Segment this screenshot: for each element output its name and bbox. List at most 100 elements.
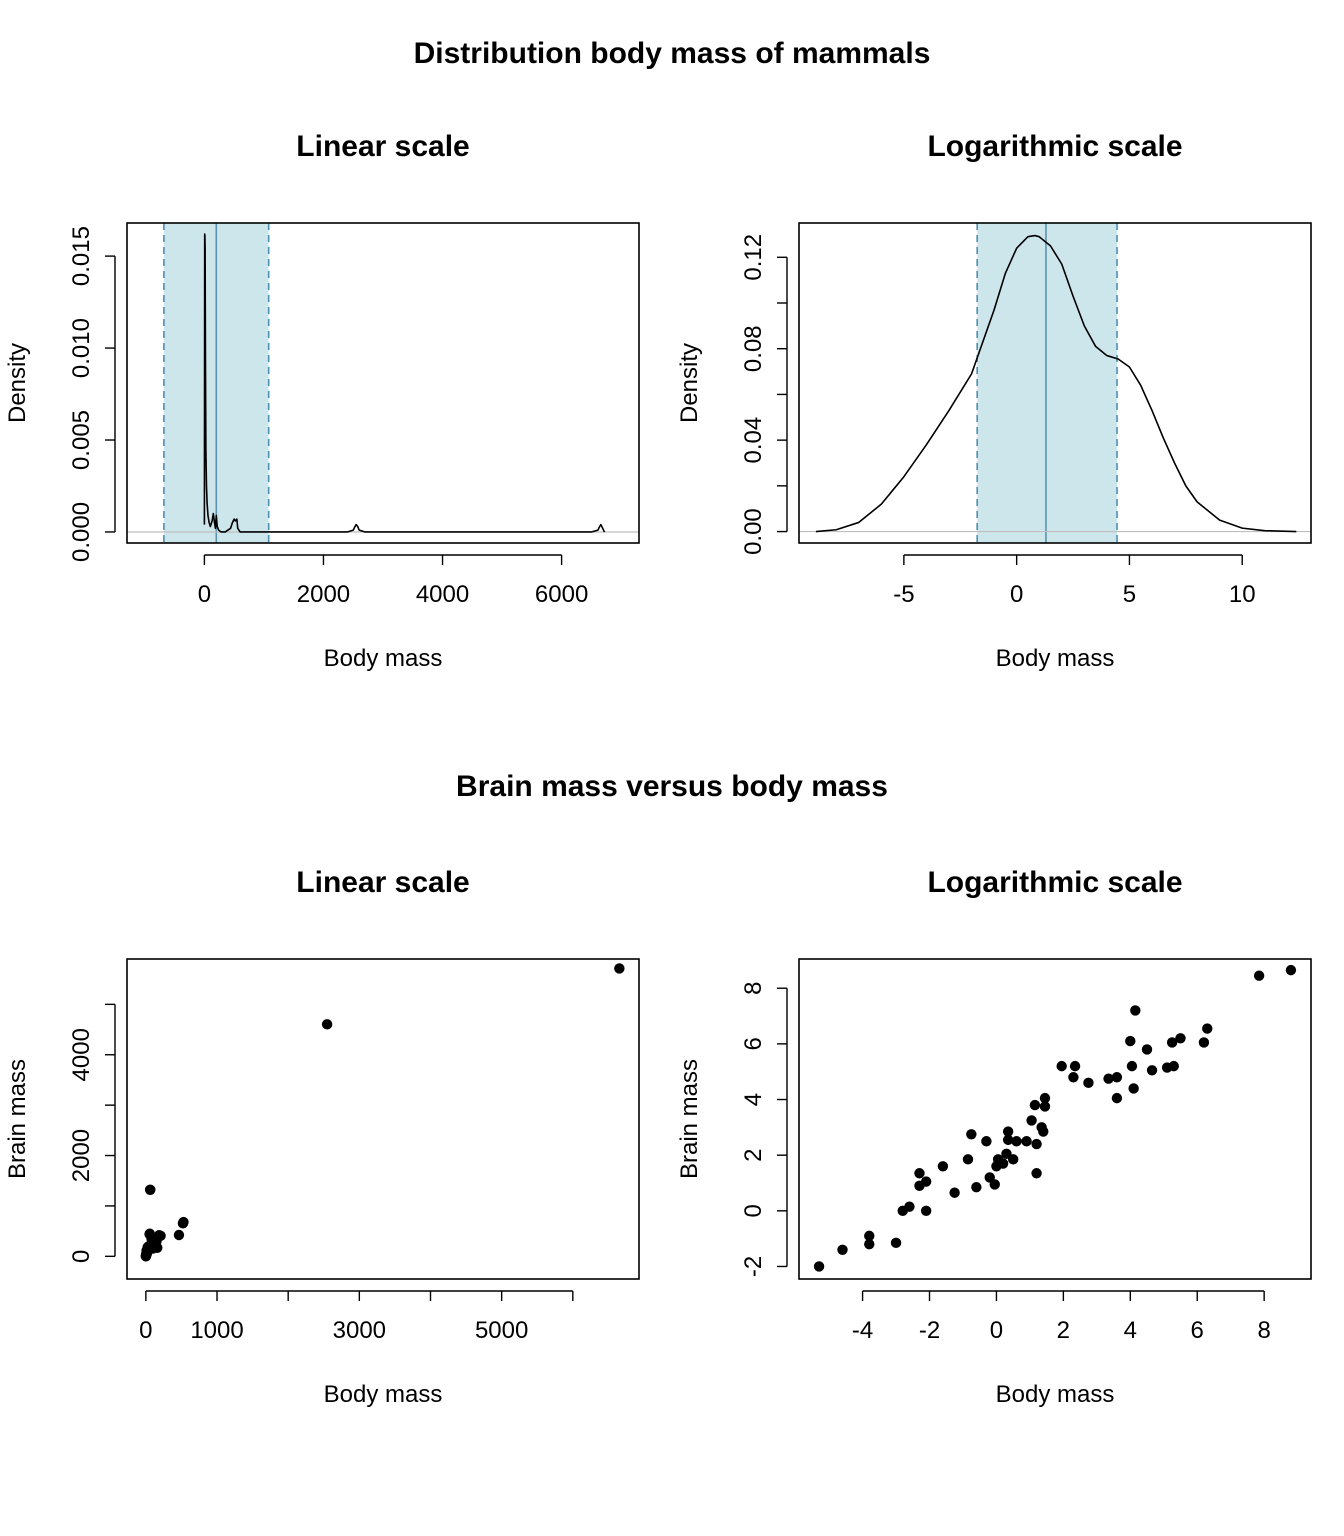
- y-tick-label: 0: [68, 1250, 95, 1263]
- data-point: [1083, 1077, 1094, 1089]
- data-point: [1038, 1126, 1049, 1137]
- data-point: [1141, 1044, 1153, 1055]
- interval-band: [977, 223, 1118, 543]
- x-tick-label: 2: [1057, 1317, 1070, 1344]
- x-tick-label: -2: [919, 1317, 940, 1344]
- data-point: [1039, 1101, 1051, 1112]
- y-tick-label: 0.08: [740, 325, 767, 372]
- data-point: [813, 1261, 825, 1272]
- data-point: [1175, 1033, 1186, 1044]
- x-tick-label: 6: [1191, 1317, 1204, 1344]
- data-point: [949, 1187, 960, 1198]
- x-axis-label: Body mass: [996, 645, 1115, 672]
- density-curve: [815, 234, 1297, 533]
- y-tick-label: 0.015: [68, 226, 95, 286]
- x-tick-label: 0: [139, 1317, 152, 1344]
- plot-frame: [126, 222, 640, 544]
- data-point: [1168, 1060, 1179, 1072]
- data-point: [1021, 1136, 1032, 1147]
- data-point: [1111, 1092, 1123, 1104]
- x-tick-label: 0: [990, 1317, 1003, 1344]
- data-point: [321, 1019, 333, 1030]
- data-point: [989, 1179, 1000, 1190]
- x-tick-label: -5: [893, 581, 914, 608]
- data-point: [1126, 1060, 1138, 1072]
- data-point: [1166, 1037, 1178, 1048]
- data-point: [1002, 1134, 1014, 1146]
- data-point: [141, 1249, 152, 1261]
- scatter-section-title: Brain mass versus body mass: [456, 770, 888, 803]
- plot-frame: [126, 958, 640, 1280]
- panel-title: Linear scale: [296, 130, 469, 163]
- data-point: [1029, 1099, 1041, 1111]
- data-point: [1285, 964, 1297, 976]
- data-point: [1198, 1037, 1210, 1048]
- scatter-log-panel: Logarithmic scale -4 -2 0 2 4 6 8 -2 0 2 4 6 8 Body ma…: [676, 866, 1312, 1408]
- data-point: [1039, 1092, 1051, 1104]
- panel-title: Logarithmic scale: [927, 866, 1182, 899]
- y-axis-label: Density: [676, 343, 703, 423]
- data-point: [1128, 1083, 1139, 1094]
- x-tick-label: 5: [1123, 581, 1136, 608]
- y-tick-label: 0.000: [68, 502, 95, 562]
- y-tick-label: 0.04: [740, 417, 767, 464]
- y-axis-label: Density: [4, 343, 31, 423]
- y-tick-label: 2: [740, 1148, 767, 1161]
- y-tick-label: 4: [740, 1093, 767, 1106]
- data-point: [966, 1129, 977, 1140]
- x-tick-label: 0: [198, 581, 211, 608]
- data-point: [890, 1237, 902, 1249]
- x-tick-label: 6000: [535, 581, 588, 608]
- x-tick-label: -4: [852, 1317, 873, 1344]
- data-point: [151, 1236, 162, 1247]
- y-tick-label: 6: [740, 1037, 767, 1050]
- plot-frame: [798, 958, 1312, 1280]
- y-tick-label: 0.005: [68, 410, 95, 470]
- density-linear-panel: Linear scale 0 2000 4000 6000 0.000 0.005 0.010…: [4, 130, 640, 672]
- data-point: [864, 1239, 875, 1250]
- data-point: [1031, 1138, 1042, 1150]
- x-tick-label: 8: [1257, 1317, 1270, 1344]
- y-tick-label: 4000: [68, 1028, 95, 1081]
- data-point: [178, 1216, 189, 1228]
- scatter-linear-panel: Linear scale 0 1000 3000 5000 0 2000 4000 Body m…: [4, 866, 640, 1408]
- x-axis-label: Body mass: [996, 1381, 1115, 1408]
- data-point: [904, 1201, 915, 1212]
- data-point: [1056, 1060, 1067, 1072]
- y-tick-label: 0.010: [68, 318, 95, 378]
- data-point: [1202, 1023, 1213, 1034]
- y-tick-label: 8: [740, 982, 767, 995]
- data-point: [914, 1168, 925, 1179]
- x-tick-label: 3000: [333, 1317, 386, 1344]
- data-point: [1146, 1065, 1158, 1076]
- data-point: [1103, 1073, 1114, 1084]
- data-point: [614, 963, 625, 974]
- data-point: [1253, 970, 1265, 981]
- plot-frame: [798, 222, 1312, 544]
- x-tick-label: 4: [1124, 1317, 1137, 1344]
- data-point: [1002, 1126, 1014, 1137]
- data-point: [920, 1205, 932, 1217]
- distribution-section-title: Distribution body mass of mammals: [414, 37, 931, 70]
- data-point: [1111, 1072, 1123, 1083]
- x-tick-label: 10: [1229, 581, 1256, 608]
- x-tick-label: 1000: [190, 1317, 243, 1344]
- x-tick-label: 5000: [475, 1317, 528, 1344]
- data-point: [1069, 1060, 1081, 1072]
- data-point: [837, 1244, 848, 1255]
- y-tick-label: 0: [740, 1204, 767, 1217]
- x-tick-label: 0: [1010, 581, 1023, 608]
- x-tick-label: 2000: [297, 581, 350, 608]
- data-point: [1130, 1005, 1141, 1016]
- y-tick-label: 0.12: [740, 234, 767, 281]
- data-point: [1026, 1115, 1037, 1126]
- panel-title: Logarithmic scale: [927, 130, 1182, 163]
- y-axis-label: Brain mass: [676, 1059, 703, 1179]
- x-tick-label: 4000: [416, 581, 469, 608]
- data-point: [920, 1176, 932, 1187]
- data-point: [1031, 1168, 1042, 1179]
- data-point: [937, 1161, 949, 1172]
- data-point: [1011, 1136, 1022, 1147]
- data-point: [962, 1154, 974, 1165]
